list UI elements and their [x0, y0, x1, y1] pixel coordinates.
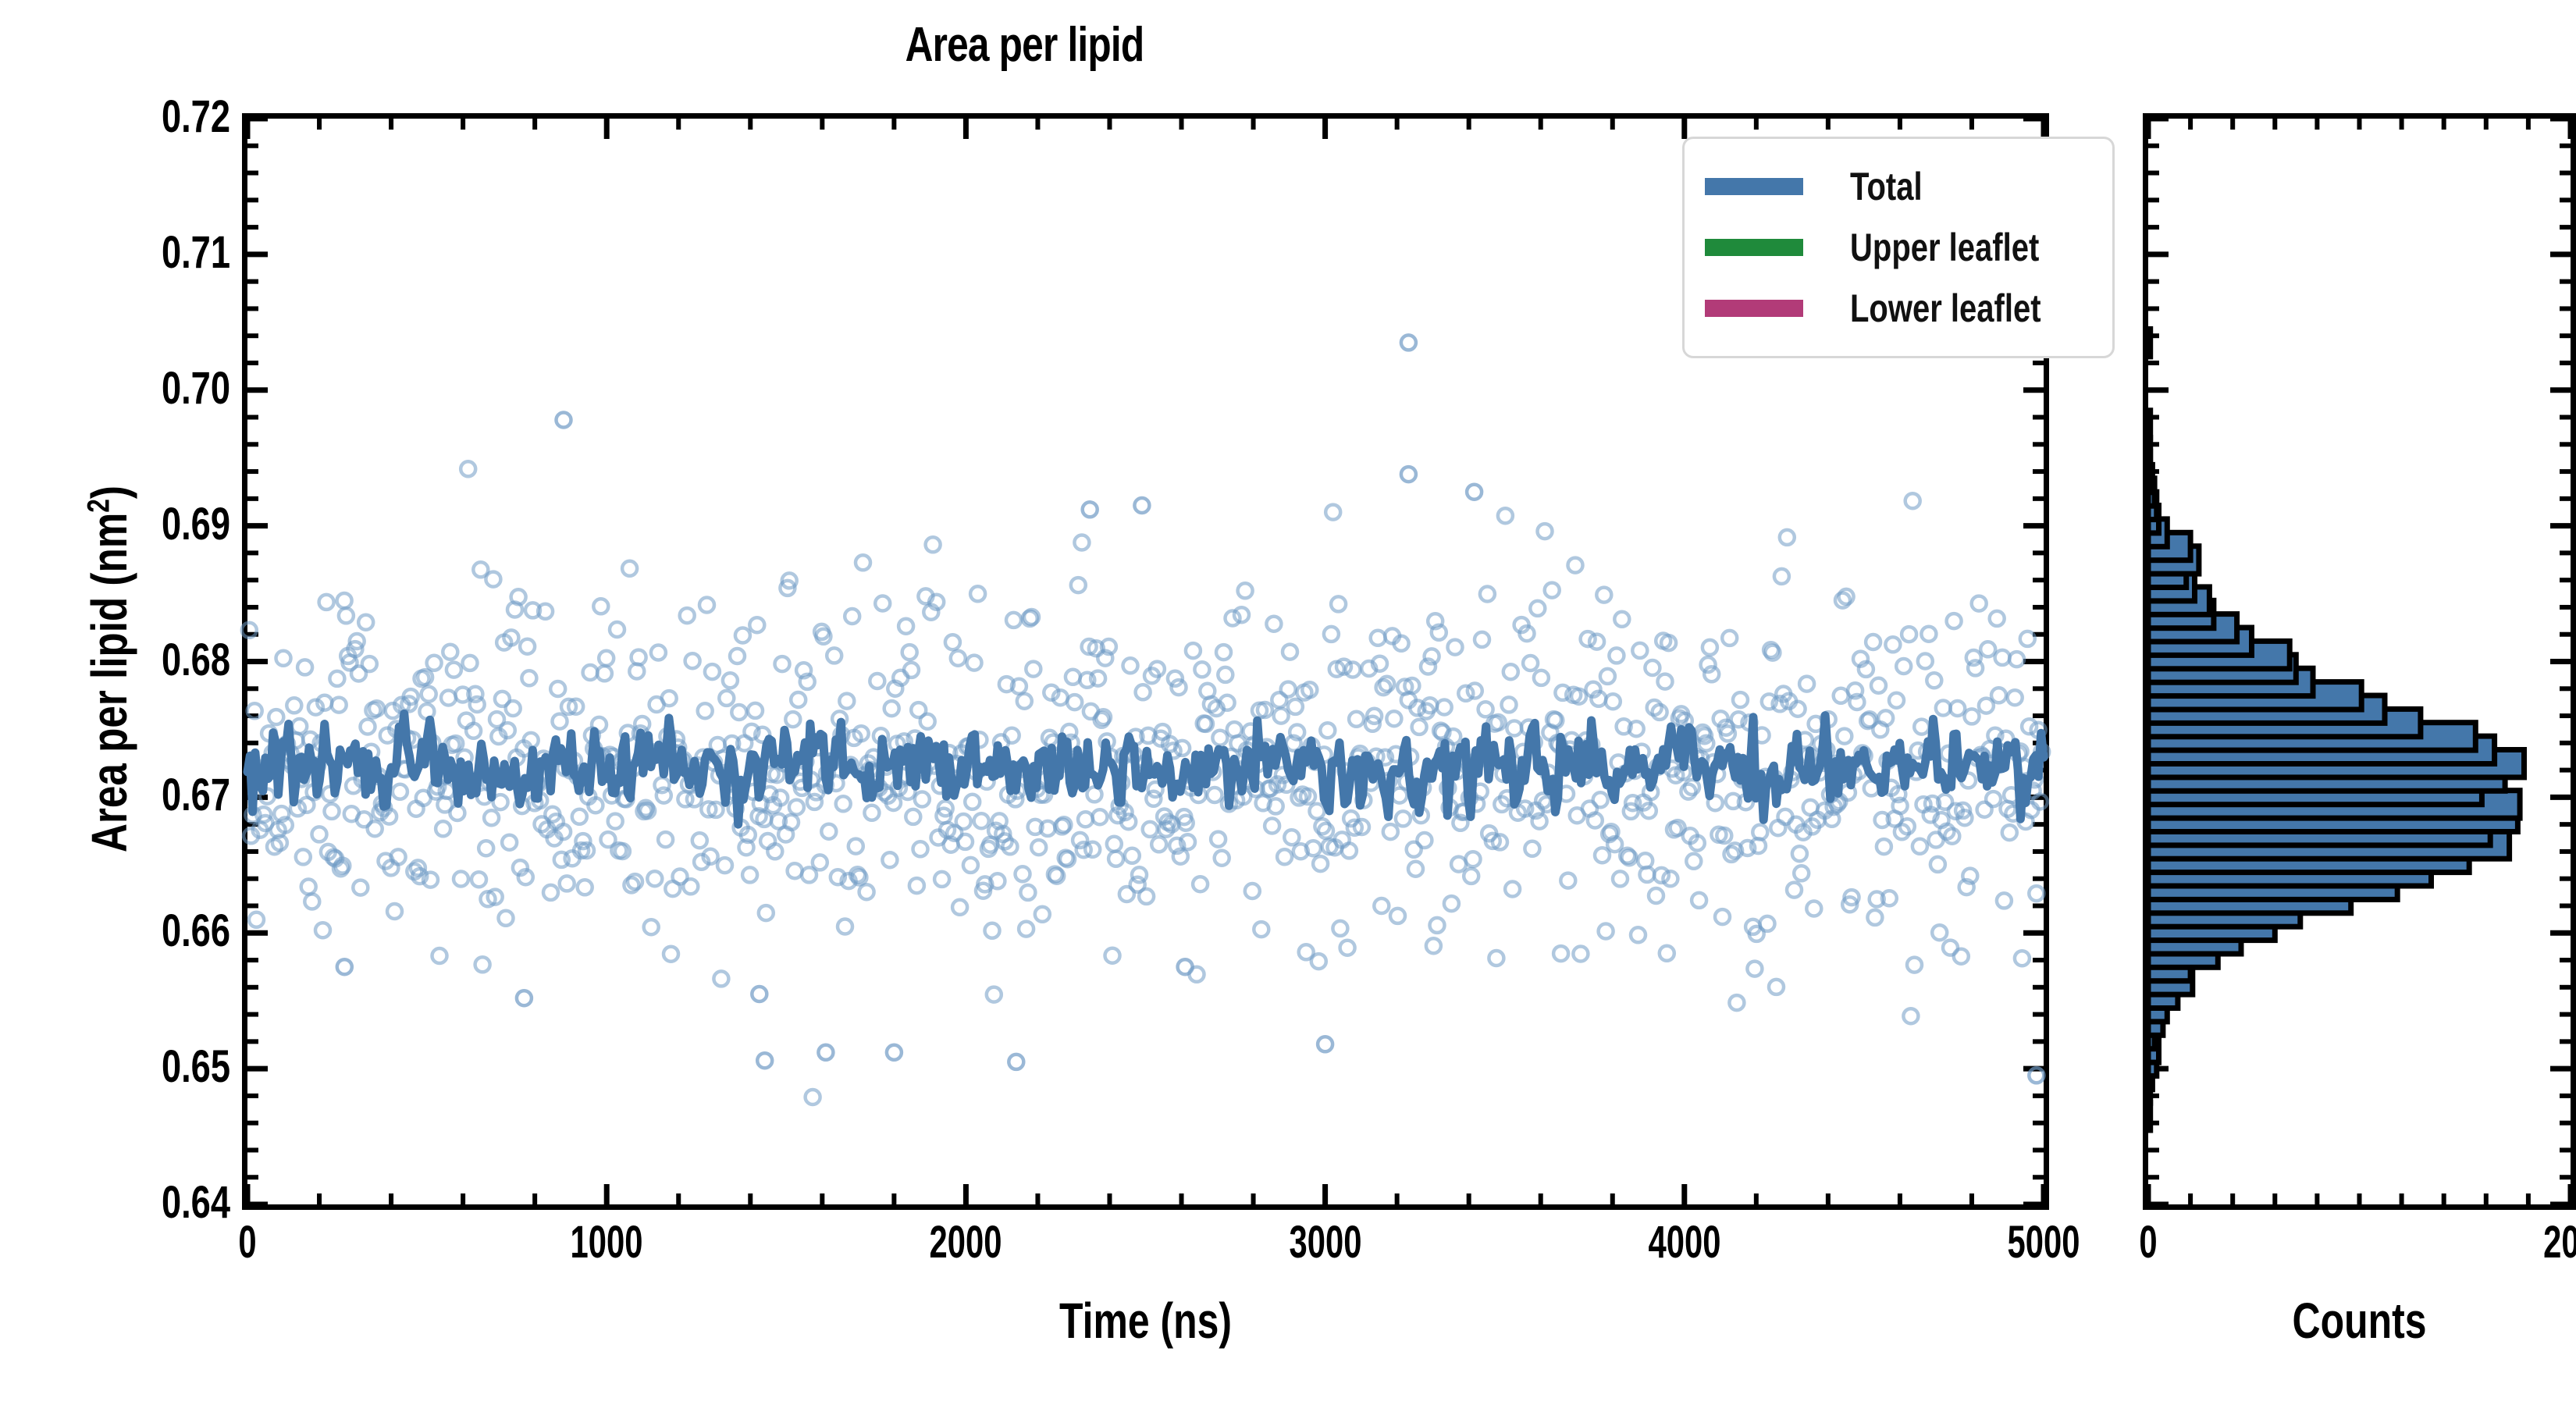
- histogram-x-tick-label: 0: [2139, 1217, 2158, 1268]
- legend-color-swatch: [1705, 300, 1803, 317]
- histogram-x-tick-label: 200: [2543, 1217, 2576, 1268]
- histogram-x-axis-label: Counts: [2292, 1293, 2427, 1349]
- legend[interactable]: Total Upper leaflet Lower leaflet: [1682, 137, 2115, 358]
- running-mean-line: [243, 709, 2048, 829]
- x-axis-label: Time (ns): [1059, 1293, 1232, 1349]
- y-tick-label: 0.64: [161, 1177, 230, 1228]
- y-tick-label: 0.72: [161, 91, 230, 142]
- x-tick-label: 2000: [929, 1217, 1002, 1268]
- y-tick-label: 0.71: [161, 226, 230, 278]
- chart-title: Area per lipid: [905, 18, 1145, 72]
- legend-item-lower-leaflet[interactable]: Lower leaflet: [1705, 278, 2089, 339]
- y-tick-label: 0.70: [161, 362, 230, 414]
- histogram-canvas: [2145, 116, 2574, 1208]
- legend-item-total[interactable]: Total: [1705, 156, 2089, 217]
- y-tick-label: 0.67: [161, 770, 230, 821]
- x-tick-label: 4000: [1648, 1217, 1721, 1268]
- y-tick-label: 0.65: [161, 1041, 230, 1093]
- histogram-bar: [2145, 435, 2154, 468]
- legend-color-swatch: [1705, 239, 1803, 256]
- y-tick-label: 0.66: [161, 905, 230, 957]
- y-tick-label: 0.68: [161, 634, 230, 685]
- legend-item-label: Lower leaflet: [1850, 286, 2041, 330]
- histogram-panel: [2143, 113, 2576, 1210]
- histogram-bar: [2145, 326, 2154, 360]
- histogram-bar: [2145, 1100, 2154, 1133]
- legend-color-swatch: [1705, 178, 1803, 195]
- x-tick-label: 5000: [2007, 1217, 2080, 1268]
- x-tick-label: 1000: [570, 1217, 643, 1268]
- legend-item-upper-leaflet[interactable]: Upper leaflet: [1705, 217, 2089, 278]
- x-tick-label: 3000: [1289, 1217, 1362, 1268]
- x-tick-label: 0: [238, 1217, 257, 1268]
- histogram-bars: [2145, 326, 2527, 1133]
- legend-item-label: Total: [1850, 165, 1923, 208]
- scatter-points: [240, 333, 2051, 1107]
- y-axis-label-tail: ): [81, 486, 137, 500]
- scatter-plot-canvas: [240, 116, 2051, 1208]
- y-tick-label: 0.69: [161, 498, 230, 550]
- histogram-bar: [2145, 407, 2154, 441]
- legend-item-label: Upper leaflet: [1850, 226, 2040, 269]
